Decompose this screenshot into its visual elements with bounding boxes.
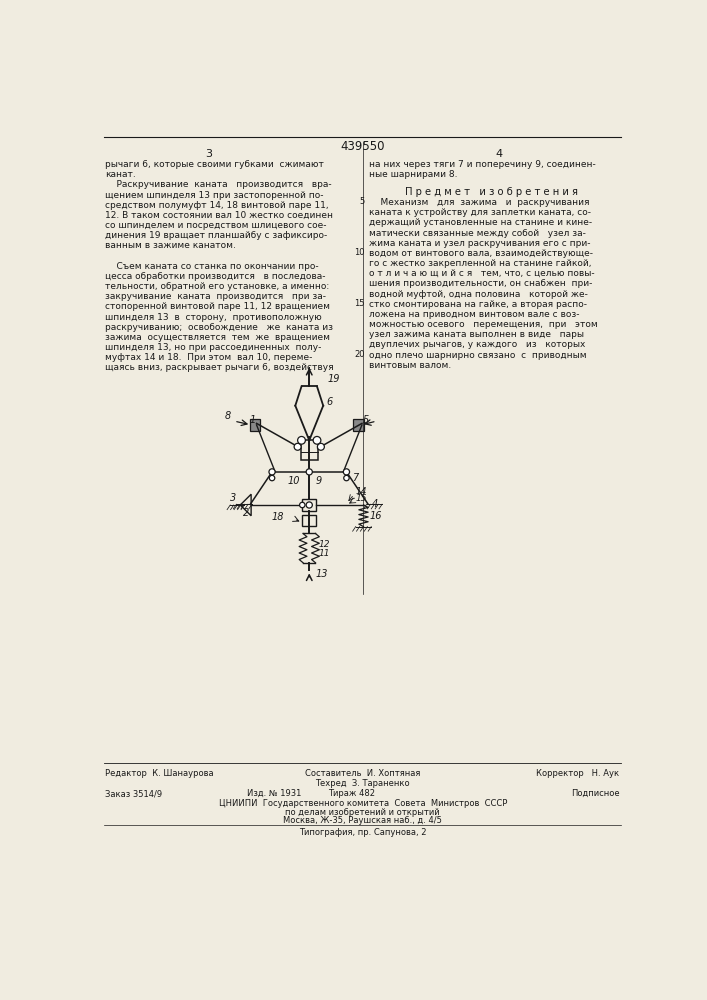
Text: Москва, Ж-35, Раушская наб., д. 4/5: Москва, Ж-35, Раушская наб., д. 4/5 bbox=[284, 816, 442, 825]
Text: щением шпинделя 13 при застопоренной по-: щением шпинделя 13 при застопоренной по- bbox=[105, 191, 324, 200]
Text: Подписное: Подписное bbox=[571, 789, 619, 798]
Text: 18: 18 bbox=[272, 512, 284, 522]
Text: по делам изобретений и открытий: по делам изобретений и открытий bbox=[286, 808, 440, 817]
Text: Тираж 482: Тираж 482 bbox=[328, 789, 375, 798]
Text: 2: 2 bbox=[243, 508, 250, 518]
Text: жима каната и узел раскручивания его с при-: жима каната и узел раскручивания его с п… bbox=[369, 239, 590, 248]
Text: муфтах 14 и 18.  При этом  вал 10, переме-: муфтах 14 и 18. При этом вал 10, переме- bbox=[105, 353, 312, 362]
Text: 10: 10 bbox=[354, 248, 365, 257]
Bar bbox=[300, 440, 317, 460]
Text: о т л и ч а ю щ и й с я   тем, что, с целью повы-: о т л и ч а ю щ и й с я тем, что, с цель… bbox=[369, 269, 595, 278]
Text: 8: 8 bbox=[225, 411, 231, 421]
Text: водом от винтового вала, взаимодействующе-: водом от винтового вала, взаимодействующ… bbox=[369, 249, 593, 258]
Text: 16: 16 bbox=[370, 511, 382, 521]
Text: 20: 20 bbox=[354, 350, 365, 359]
Text: Корректор   Н. Аук: Корректор Н. Аук bbox=[536, 769, 619, 778]
Text: Съем каната со станка по окончании про-: Съем каната со станка по окончании про- bbox=[105, 262, 319, 271]
Text: канат.: канат. bbox=[105, 170, 136, 179]
Circle shape bbox=[269, 469, 275, 475]
Text: 6: 6 bbox=[327, 397, 332, 407]
Text: 12. В таком состоянии вал 10 жестко соединен: 12. В таком состоянии вал 10 жестко соед… bbox=[105, 211, 334, 220]
Circle shape bbox=[298, 436, 305, 444]
Circle shape bbox=[313, 436, 321, 444]
Text: рычаги 6, которые своими губками  сжимают: рычаги 6, которые своими губками сжимают bbox=[105, 160, 325, 169]
Text: ЦНИИПИ  Государственного комитета  Совета  Министров  СССР: ЦНИИПИ Государственного комитета Совета … bbox=[218, 799, 507, 808]
Text: 19: 19 bbox=[328, 374, 340, 384]
Circle shape bbox=[344, 469, 349, 475]
Text: Механизм   для  зажима   и  раскручивания: Механизм для зажима и раскручивания bbox=[369, 198, 590, 207]
Text: матически связанные между собой   узел за-: матически связанные между собой узел за- bbox=[369, 229, 586, 238]
Text: 15: 15 bbox=[354, 299, 365, 308]
Text: 7: 7 bbox=[352, 473, 358, 483]
Text: 12: 12 bbox=[319, 540, 330, 549]
Text: 14: 14 bbox=[356, 487, 367, 496]
Circle shape bbox=[306, 502, 312, 508]
Text: 5: 5 bbox=[360, 197, 365, 206]
Text: 4: 4 bbox=[372, 499, 378, 509]
Text: Составитель  И. Хоптяная: Составитель И. Хоптяная bbox=[305, 769, 421, 778]
Text: 1: 1 bbox=[250, 415, 256, 425]
Text: на них через тяги 7 и поперечину 9, соединен-: на них через тяги 7 и поперечину 9, соед… bbox=[369, 160, 596, 169]
Text: Изд. № 1931: Изд. № 1931 bbox=[247, 789, 302, 798]
Text: Заказ 3514/9: Заказ 3514/9 bbox=[105, 789, 163, 798]
Text: Типография, пр. Сапунова, 2: Типография, пр. Сапунова, 2 bbox=[299, 828, 426, 837]
Bar bbox=[303, 515, 316, 526]
Circle shape bbox=[300, 502, 305, 508]
Text: каната к устройству для заплетки каната, со-: каната к устройству для заплетки каната,… bbox=[369, 208, 591, 217]
Text: Техред  З. Тараненко: Техред З. Тараненко bbox=[315, 779, 410, 788]
Text: ванным в зажиме канатом.: ванным в зажиме канатом. bbox=[105, 241, 236, 250]
Text: средством полумуфт 14, 18 винтовой паре 11,: средством полумуфт 14, 18 винтовой паре … bbox=[105, 201, 329, 210]
Text: стко смонтирована на гайке, а вторая распо-: стко смонтирована на гайке, а вторая рас… bbox=[369, 300, 587, 309]
Text: го с жестко закрепленной на станине гайкой,: го с жестко закрепленной на станине гайк… bbox=[369, 259, 592, 268]
Text: двуплечих рычагов, у каждого   из   которых: двуплечих рычагов, у каждого из которых bbox=[369, 340, 585, 349]
Circle shape bbox=[294, 443, 301, 450]
Text: можностью осевого   перемещения,  при   этом: можностью осевого перемещения, при этом bbox=[369, 320, 597, 329]
Text: шпинделя 13  в  сторону,  противоположную: шпинделя 13 в сторону, противоположную bbox=[105, 312, 322, 322]
Text: закручивание  каната  производится   при за-: закручивание каната производится при за- bbox=[105, 292, 327, 301]
Text: шения производительности, он снабжен  при-: шения производительности, он снабжен при… bbox=[369, 279, 592, 288]
Text: Раскручивание  каната   производится   вра-: Раскручивание каната производится вра- bbox=[105, 180, 332, 189]
Text: ложена на приводном винтовом вале с воз-: ложена на приводном винтовом вале с воз- bbox=[369, 310, 580, 319]
Text: 9: 9 bbox=[315, 476, 322, 486]
Text: цесса обработки производится   в последова-: цесса обработки производится в последова… bbox=[105, 272, 326, 281]
Text: щаясь вниз, раскрывает рычаги 6, воздействуя: щаясь вниз, раскрывает рычаги 6, воздейс… bbox=[105, 363, 334, 372]
Text: 15: 15 bbox=[356, 494, 367, 503]
Circle shape bbox=[269, 475, 275, 481]
Text: П р е д м е т   и з о б р е т е н и я: П р е д м е т и з о б р е т е н и я bbox=[405, 187, 578, 197]
Circle shape bbox=[344, 475, 349, 481]
Circle shape bbox=[306, 469, 312, 475]
Text: тельности, обратной его установке, а именно:: тельности, обратной его установке, а име… bbox=[105, 282, 329, 291]
Text: 3: 3 bbox=[205, 149, 212, 159]
Text: винтовым валом.: винтовым валом. bbox=[369, 361, 451, 370]
Bar bbox=[250, 419, 260, 431]
Text: 439550: 439550 bbox=[341, 140, 385, 153]
Text: водной муфтой, одна половина   которой же-: водной муфтой, одна половина которой же- bbox=[369, 290, 588, 299]
Bar bbox=[303, 499, 316, 511]
Text: стопоренной винтовой паре 11, 12 вращением: стопоренной винтовой паре 11, 12 вращени… bbox=[105, 302, 330, 311]
Bar bbox=[353, 419, 363, 431]
Text: динения 19 вращает планшайбу с зафиксиро-: динения 19 вращает планшайбу с зафиксиро… bbox=[105, 231, 327, 240]
Text: узел зажима каната выполнен в виде   пары: узел зажима каната выполнен в виде пары bbox=[369, 330, 584, 339]
Text: раскручиванию;  освобождение   же  каната из: раскручиванию; освобождение же каната из bbox=[105, 323, 334, 332]
Text: одно плечо шарнирно связано  с  приводным: одно плечо шарнирно связано с приводным bbox=[369, 351, 587, 360]
Text: Редактор  К. Шанаурова: Редактор К. Шанаурова bbox=[105, 769, 214, 778]
Text: 3: 3 bbox=[230, 493, 236, 503]
Text: 4: 4 bbox=[496, 149, 503, 159]
Text: 13: 13 bbox=[315, 569, 328, 579]
Text: ные шарнирами 8.: ные шарнирами 8. bbox=[369, 170, 457, 179]
Circle shape bbox=[317, 443, 325, 450]
Text: шпинделя 13, но при рассоединенных  полу-: шпинделя 13, но при рассоединенных полу- bbox=[105, 343, 322, 352]
Text: зажима  осуществляется  тем  же  вращением: зажима осуществляется тем же вращением bbox=[105, 333, 330, 342]
Text: со шпинделем и посредством шлицевого сое-: со шпинделем и посредством шлицевого сое… bbox=[105, 221, 327, 230]
Text: 10: 10 bbox=[288, 476, 300, 486]
Text: держащий установленные на станине и кине-: держащий установленные на станине и кине… bbox=[369, 218, 592, 227]
Text: 11: 11 bbox=[319, 549, 330, 558]
Text: 5: 5 bbox=[363, 415, 369, 425]
